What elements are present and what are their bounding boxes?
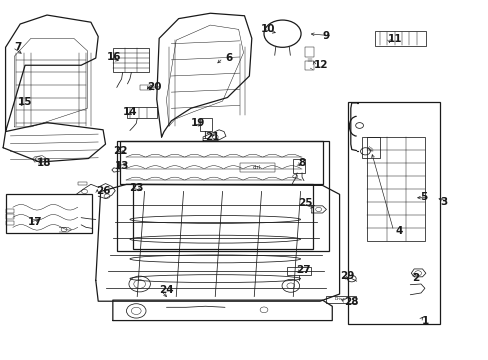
Text: 8: 8 [298,158,305,168]
Bar [366,137,424,241]
Text: 12: 12 [313,60,327,70]
Text: 3: 3 [439,197,446,207]
Text: 22: 22 [113,145,127,156]
Bar [5,194,92,233]
Text: 26: 26 [96,186,110,197]
Text: 23: 23 [129,183,143,193]
Bar [120,141,322,184]
Text: 7: 7 [15,42,22,52]
Bar [78,182,86,185]
Text: 13: 13 [114,161,129,171]
Bar [374,31,426,45]
Bar [133,184,312,249]
Bar [326,296,355,303]
Bar [305,46,313,57]
Bar [293,159,305,173]
Text: 1: 1 [422,316,428,325]
Text: 14: 14 [122,107,137,117]
Text: 5: 5 [420,192,427,202]
Text: 9: 9 [322,31,329,41]
Bar [287,267,310,275]
Text: 16: 16 [106,52,121,62]
Text: 11: 11 [386,35,401,44]
Bar [117,140,328,251]
Text: 19: 19 [191,118,205,128]
Bar [361,137,379,158]
Text: 17: 17 [27,217,42,227]
Text: 20: 20 [147,82,161,93]
Text: 18: 18 [36,158,51,168]
Text: 27: 27 [295,265,310,275]
Text: 15: 15 [18,97,32,107]
Bar [305,60,313,69]
Bar [5,221,14,225]
Bar [199,118,211,131]
Bar [140,85,151,90]
Text: 6: 6 [225,53,232,63]
Text: 28: 28 [344,297,358,307]
Text: 29: 29 [339,271,353,281]
Text: 24: 24 [159,285,173,296]
Text: 21: 21 [205,132,220,142]
Text: Driver: Driver [334,297,346,301]
Text: 10: 10 [260,24,275,34]
Text: ctrl: ctrl [253,165,261,170]
Text: 4: 4 [395,226,403,236]
Bar [239,163,274,172]
Bar [5,215,14,219]
Bar [347,102,439,324]
Text: 2: 2 [412,273,419,283]
Bar [5,209,14,213]
Bar [127,107,157,118]
Text: 25: 25 [298,198,312,208]
Bar [113,48,149,72]
